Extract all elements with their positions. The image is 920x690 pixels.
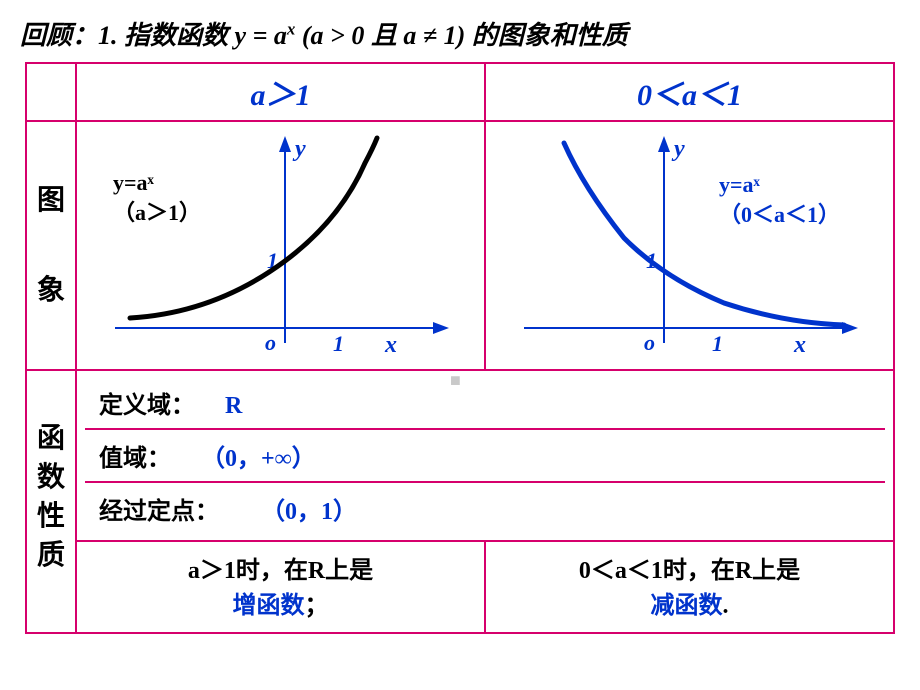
page-title: 回顾：1. 指数函数 y = ax (a > 0 且 a ≠ 1) 的图象和性质 — [0, 0, 920, 62]
fixed-point-line: 经过定点： （0，1） — [85, 483, 885, 534]
y-axis-label: y — [671, 136, 685, 162]
header-a-gt-1: a＞1 — [76, 63, 485, 121]
formula-cond: (a > 0 且 a ≠ 1) — [295, 21, 465, 50]
mono-right-cond: 0＜a＜1时，在R上是 — [579, 558, 800, 584]
formula-eq: = — [246, 21, 274, 50]
header-row: a＞1 0＜a＜1 — [26, 63, 894, 121]
x-axis-label: x — [384, 332, 397, 358]
curve-label-left: y=aˣ （a＞1） — [113, 168, 201, 227]
graph-left-cell: 1 1 o x y y=aˣ （a＞1） — [76, 121, 485, 370]
x-tick-1: 1 — [333, 331, 344, 356]
domain-value: R — [225, 393, 242, 419]
range-line: 值域： （0，+∞） — [85, 430, 885, 483]
title-formula: y = ax (a > 0 且 a ≠ 1) — [235, 21, 472, 50]
props-row: 函数性质 定义域： R 值域： （0，+∞） 经过定点： （0，1） — [26, 370, 894, 541]
range-value: （0，+∞） — [201, 446, 316, 472]
graph-row: 图象 1 1 o — [26, 121, 894, 370]
graph-right-cell: 1 1 o x y y=aˣ （0＜a＜1） — [485, 121, 894, 370]
curve-label-right-l1: y=aˣ — [719, 172, 760, 197]
exp-curve-increasing — [130, 138, 377, 318]
graph-left: 1 1 o x y y=aˣ （a＞1） — [85, 128, 476, 363]
origin-label: o — [644, 330, 655, 355]
curve-label-right: y=aˣ （0＜a＜1） — [719, 170, 840, 229]
mono-left-kind: 增函数 — [233, 593, 305, 619]
monotone-right: 0＜a＜1时，在R上是 减函数. — [485, 541, 894, 633]
monotone-row: a＞1时，在R上是 增函数； 0＜a＜1时，在R上是 减函数. — [26, 541, 894, 633]
row-label-props: 函数性质 — [26, 370, 76, 633]
range-label: 值域： — [99, 446, 171, 472]
header-a-lt-1: 0＜a＜1 — [485, 63, 894, 121]
x-tick-1: 1 — [712, 331, 723, 356]
row-label-graph: 图象 — [26, 121, 76, 370]
graph-right: 1 1 o x y y=aˣ （0＜a＜1） — [494, 128, 885, 363]
row-label-props-text: 函数性质 — [37, 419, 65, 576]
curve-label-left-l2: （a＞1） — [113, 200, 201, 225]
domain-line: 定义域： R — [85, 377, 885, 430]
fixed-value: （0，1） — [261, 499, 357, 525]
formula-y: y — [235, 21, 247, 50]
row-label-graph-text: 图象 — [37, 156, 65, 335]
y-axis-label: y — [292, 136, 306, 162]
mono-left-punc: ； — [305, 593, 329, 619]
mono-right-punc: . — [723, 593, 729, 619]
properties-table: a＞1 0＜a＜1 图象 1 — [25, 62, 895, 634]
curve-label-left-l1: y=aˣ — [113, 170, 154, 195]
monotone-left: a＞1时，在R上是 增函数； — [76, 541, 485, 633]
title-suffix: 的图象和性质 — [472, 21, 628, 50]
graph-right-svg: 1 1 o x y — [494, 128, 874, 358]
graph-left-svg: 1 1 o x y — [85, 128, 465, 358]
corner-cell — [26, 63, 76, 121]
mono-left-cond: a＞1时，在R上是 — [188, 558, 373, 584]
mono-right-kind: 减函数 — [651, 593, 723, 619]
merged-props-cell: 定义域： R 值域： （0，+∞） 经过定点： （0，1） — [76, 370, 894, 541]
curve-label-right-l2: （0＜a＜1） — [719, 202, 840, 227]
domain-label: 定义域： — [99, 393, 195, 419]
fixed-label: 经过定点： — [99, 499, 219, 525]
formula-a: a — [274, 21, 287, 50]
title-prefix: 回顾：1. 指数函数 — [20, 21, 228, 50]
origin-label: o — [265, 330, 276, 355]
x-axis-label: x — [793, 332, 806, 358]
